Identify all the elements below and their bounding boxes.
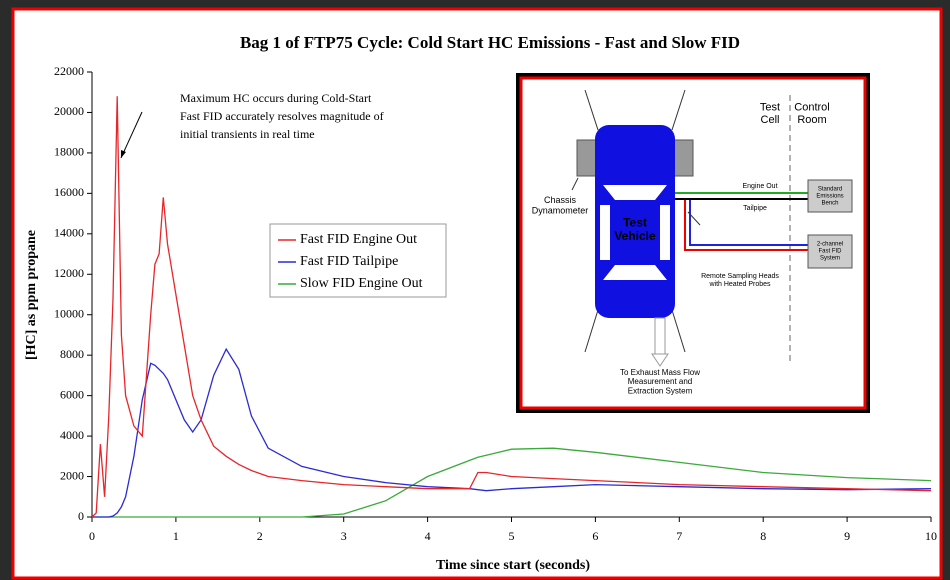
inset-label: Fast FID: [818, 249, 842, 255]
inset-label: Control: [794, 102, 829, 114]
y-tick-label: 16000: [54, 185, 84, 199]
inset-label: Vehicle: [614, 229, 656, 243]
inset-label: Emissions: [816, 194, 843, 200]
inset-label: Room: [797, 114, 826, 126]
inset-label: Remote Sampling Heads: [701, 273, 779, 280]
y-tick-label: 10000: [54, 306, 84, 320]
inset-label: Dynamometer: [532, 206, 589, 216]
inset-label: Bench: [821, 200, 838, 206]
x-tick-label: 7: [676, 529, 682, 543]
y-tick-label: 2000: [60, 468, 84, 482]
x-tick-label: 8: [760, 529, 766, 543]
x-tick-label: 4: [425, 529, 431, 543]
vehicle-window: [600, 205, 610, 260]
vehicle-window: [660, 205, 670, 260]
y-tick-label: 14000: [54, 226, 84, 240]
y-tick-label: 18000: [54, 145, 84, 159]
inset-label: System: [820, 255, 840, 261]
inset-label: Test: [623, 215, 647, 229]
y-tick-label: 22000: [54, 64, 84, 78]
annotation: initial transients in real time: [180, 127, 315, 141]
x-tick-label: 6: [592, 529, 598, 543]
inset-label: Test: [760, 102, 780, 114]
x-tick-label: 9: [844, 529, 850, 543]
chart: Bag 1 of FTP75 Cycle: Cold Start HC Emis…: [0, 0, 950, 580]
x-tick-label: 10: [925, 529, 937, 543]
y-tick-label: 6000: [60, 387, 84, 401]
inset-label: Extraction System: [628, 386, 693, 395]
y-tick-label: 20000: [54, 104, 84, 118]
x-tick-label: 3: [341, 529, 347, 543]
legend-label: Fast FID Tailpipe: [300, 254, 398, 269]
inset-label: Chassis: [544, 195, 577, 205]
y-tick-label: 4000: [60, 428, 84, 442]
y-axis-label: [HC] as ppm propane: [24, 230, 39, 360]
x-tick-label: 1: [173, 529, 179, 543]
y-tick-label: 12000: [54, 266, 84, 280]
inset-label: Measurement and: [628, 377, 692, 386]
page: {"chart_data": { "type": "line", "title"…: [0, 0, 950, 580]
inset-label: with Heated Probes: [708, 281, 771, 288]
inset-label: Standard: [818, 187, 842, 193]
annotation: Maximum HC occurs during Cold-Start: [180, 91, 372, 105]
annotation: Fast FID accurately resolves magnitude o…: [180, 109, 384, 123]
legend-label: Slow FID Engine Out: [300, 276, 423, 291]
x-tick-label: 0: [89, 529, 95, 543]
inset-label: Engine Out: [742, 183, 777, 190]
x-axis-label: Time since start (seconds): [436, 558, 590, 573]
inset-label: To Exhaust Mass Flow: [620, 368, 700, 377]
x-tick-label: 2: [257, 529, 263, 543]
inset-label: Tailpipe: [743, 205, 767, 212]
y-tick-label: 0: [78, 509, 84, 523]
inset-label: Cell: [761, 114, 780, 126]
legend-label: Fast FID Engine Out: [300, 232, 417, 247]
x-tick-label: 5: [509, 529, 515, 543]
y-tick-label: 8000: [60, 347, 84, 361]
inset-label: 2-channel: [817, 242, 843, 248]
exhaust-pipe: [655, 318, 665, 354]
dynamometer-roller: [577, 140, 597, 176]
dynamometer-roller: [673, 140, 693, 176]
chart-title: Bag 1 of FTP75 Cycle: Cold Start HC Emis…: [240, 33, 740, 52]
